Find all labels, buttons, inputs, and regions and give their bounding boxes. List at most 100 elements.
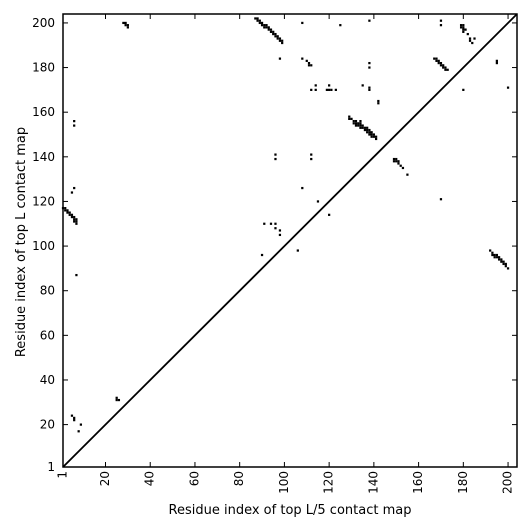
contact-point bbox=[392, 160, 396, 163]
contact-point bbox=[359, 122, 362, 125]
contact-point bbox=[64, 207, 67, 210]
contact-point bbox=[471, 41, 474, 45]
contact-point bbox=[263, 26, 266, 29]
contact-point bbox=[354, 124, 358, 127]
contact-point bbox=[276, 37, 279, 40]
contact-point bbox=[73, 419, 76, 422]
contact-point bbox=[70, 213, 74, 216]
contact-point bbox=[506, 267, 510, 270]
contact-point bbox=[328, 88, 331, 91]
contact-point bbox=[363, 128, 367, 132]
x-tick-label: 120 bbox=[322, 471, 336, 494]
contact-point bbox=[260, 21, 264, 25]
contact-point bbox=[504, 262, 507, 266]
contact-point bbox=[497, 258, 501, 261]
contact-point bbox=[310, 88, 313, 91]
contact-point bbox=[124, 24, 127, 27]
contact-point bbox=[446, 68, 449, 71]
contact-point bbox=[491, 253, 494, 257]
contact-point bbox=[473, 37, 476, 40]
contact-point bbox=[489, 249, 492, 252]
contact-point bbox=[70, 414, 74, 417]
contact-point bbox=[75, 222, 78, 225]
contact-point bbox=[124, 21, 127, 25]
contact-point bbox=[354, 119, 358, 123]
contact-point bbox=[79, 423, 83, 426]
contact-point bbox=[491, 251, 494, 254]
contact-point bbox=[305, 59, 308, 62]
contact-point bbox=[267, 26, 270, 29]
contact-point bbox=[75, 218, 78, 221]
contact-point bbox=[374, 137, 378, 141]
contact-point bbox=[274, 153, 277, 156]
contact-point bbox=[348, 117, 351, 120]
contact-point bbox=[254, 17, 257, 20]
contact-point bbox=[439, 64, 443, 67]
contact-point bbox=[374, 135, 378, 138]
x-tick-label: 200 bbox=[501, 471, 515, 494]
x-tick-label: 140 bbox=[366, 471, 380, 494]
contact-point bbox=[272, 30, 275, 33]
contact-point bbox=[462, 28, 465, 31]
y-tick-label: 80 bbox=[40, 284, 55, 298]
contact-point bbox=[366, 131, 369, 134]
contact-point bbox=[274, 227, 277, 230]
contact-point bbox=[73, 416, 76, 420]
contact-point bbox=[439, 24, 443, 27]
contact-point bbox=[281, 41, 284, 45]
contact-point bbox=[316, 200, 320, 203]
contact-point bbox=[70, 215, 74, 219]
contact-point bbox=[260, 24, 264, 27]
contact-point bbox=[296, 249, 299, 252]
contact-point bbox=[256, 17, 259, 20]
contact-point bbox=[66, 211, 69, 214]
contact-point bbox=[122, 21, 125, 25]
contact-point bbox=[314, 88, 317, 91]
contact-point bbox=[278, 57, 282, 60]
contact-point bbox=[263, 222, 266, 225]
contact-point bbox=[368, 88, 371, 91]
contact-point bbox=[495, 61, 498, 65]
x-tick-label: 100 bbox=[277, 471, 291, 494]
contact-point bbox=[439, 198, 443, 201]
contact-point bbox=[368, 133, 371, 136]
contact-point bbox=[75, 220, 78, 223]
y-tick-label: 60 bbox=[40, 328, 55, 342]
contact-point bbox=[359, 119, 362, 123]
contact-point bbox=[301, 21, 304, 25]
contact-point bbox=[115, 396, 118, 399]
contact-point bbox=[73, 186, 76, 190]
contact-point bbox=[73, 218, 76, 221]
contact-point bbox=[368, 86, 371, 89]
contact-point bbox=[339, 24, 342, 27]
contact-point bbox=[372, 135, 375, 138]
contact-point bbox=[495, 253, 498, 257]
contact-point bbox=[500, 258, 503, 261]
y-tick-label: 160 bbox=[32, 105, 55, 119]
contact-point bbox=[328, 213, 331, 216]
contact-point bbox=[392, 157, 396, 161]
contact-point bbox=[115, 398, 118, 402]
contact-point bbox=[352, 122, 355, 125]
contact-point bbox=[301, 186, 304, 190]
contact-point bbox=[276, 35, 279, 38]
contact-point bbox=[301, 57, 304, 60]
contact-point bbox=[370, 131, 373, 134]
contact-point bbox=[497, 256, 501, 259]
contact-point bbox=[258, 19, 261, 22]
contact-point bbox=[274, 32, 277, 36]
contact-point bbox=[377, 99, 380, 103]
contact-point bbox=[258, 21, 261, 25]
contact-point bbox=[70, 191, 74, 194]
contact-point bbox=[66, 209, 69, 212]
contact-point bbox=[368, 19, 371, 22]
contact-point bbox=[310, 153, 313, 156]
contact-point bbox=[307, 61, 311, 65]
contact-point bbox=[437, 59, 440, 62]
contact-point bbox=[372, 133, 375, 136]
y-axis-label: Residue index of top L contact map bbox=[14, 127, 29, 357]
x-axis: 1 20 40 60 80 100 120 140 160 180 200 bbox=[56, 14, 515, 494]
diagonal-line bbox=[62, 13, 518, 468]
contact-point bbox=[500, 260, 503, 263]
contact-point bbox=[256, 19, 259, 22]
